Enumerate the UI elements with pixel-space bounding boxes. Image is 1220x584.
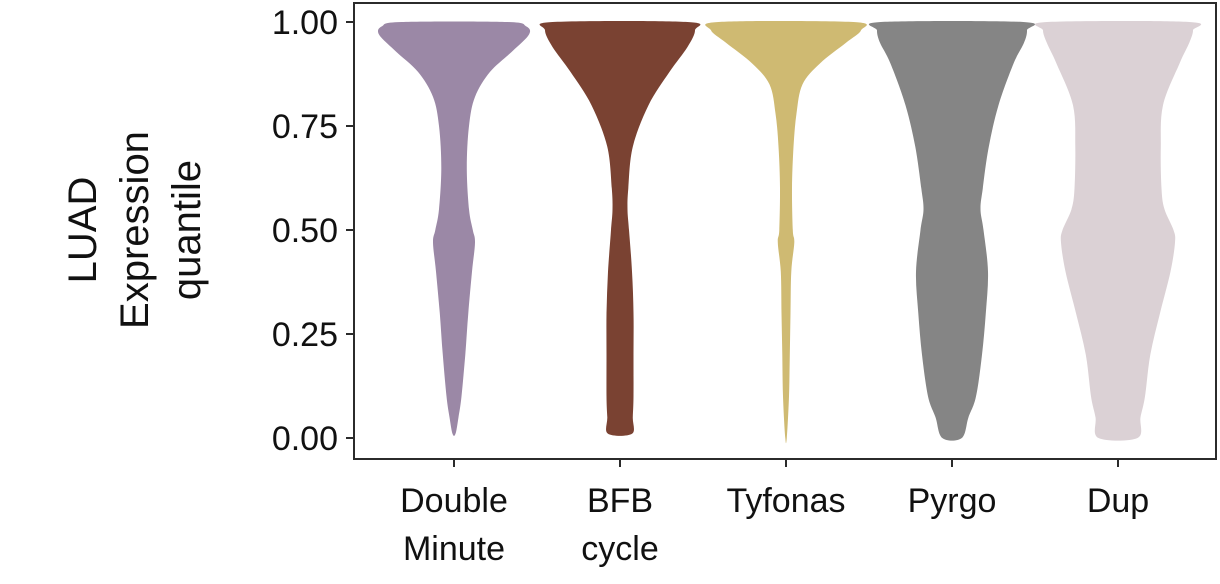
x-tick-label: Dup [1087, 482, 1149, 520]
y-tick-label: 0.50 [272, 212, 338, 250]
x-tick-label: Tyfonas [726, 482, 845, 520]
violin-pyrgo [868, 20, 1036, 441]
y-tick-label: 0.75 [272, 108, 338, 146]
y-tick-label: 1.00 [272, 4, 338, 42]
violin-dup [1034, 20, 1202, 441]
y-tick-label: 0.25 [272, 316, 338, 354]
x-tick-label: BFB cycle [581, 482, 658, 568]
y-tick-label: 0.00 [272, 420, 338, 458]
violin-double-minute [377, 21, 531, 436]
violin-tyfonas [705, 20, 867, 444]
y-axis-title: LUAD Expression quantile [61, 131, 209, 329]
x-axis: Double Minute BFB cycle Tyfonas Pyrgo Dup [400, 459, 1149, 568]
violin-bfb-cycle [539, 20, 701, 436]
violins-group [377, 20, 1202, 444]
x-tick-label: Pyrgo [908, 482, 997, 520]
y-axis: 0.00 0.25 0.50 0.75 1.00 [272, 4, 354, 458]
x-tick-label: Double Minute [400, 482, 508, 568]
